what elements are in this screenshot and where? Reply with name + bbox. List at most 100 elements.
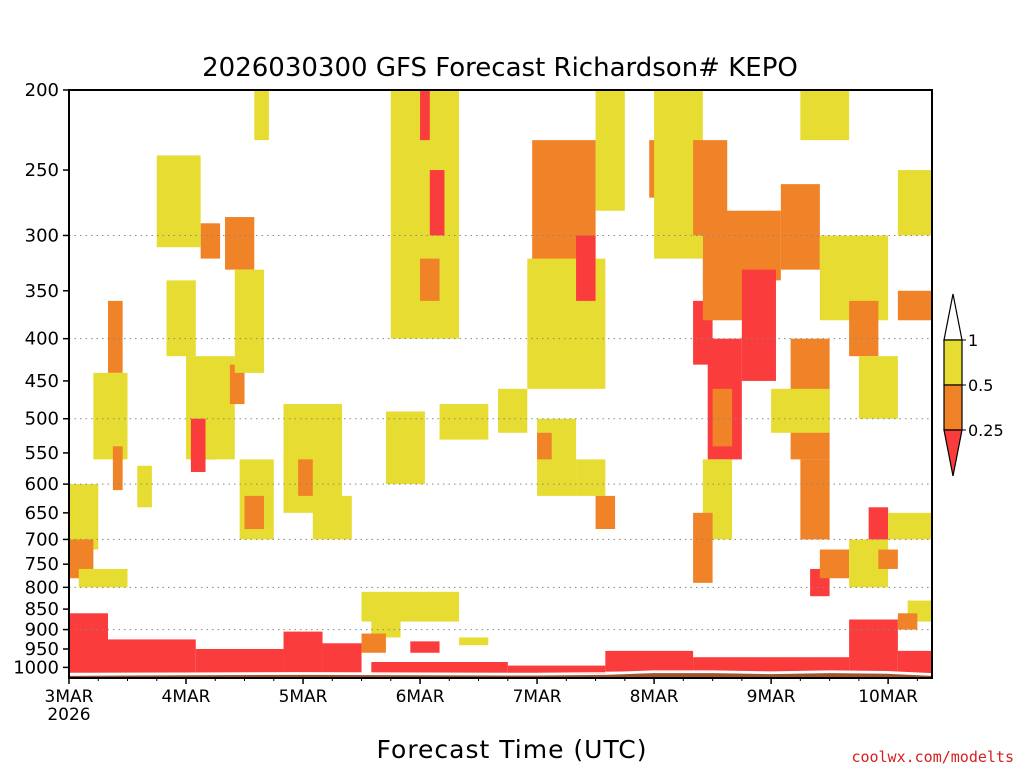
legend-bottom-triangle <box>943 429 963 477</box>
heatmap-cell-red <box>576 235 596 301</box>
heatmap-cell-red <box>410 641 440 653</box>
heatmap-cell-orange <box>693 512 713 583</box>
heatmap-cell-orange <box>897 613 918 630</box>
x-tick-sublabel: 2026 <box>47 705 90 725</box>
heatmap-cell-orange <box>229 364 245 405</box>
y-tick-label: 900 <box>25 620 59 641</box>
heatmap-cell-red <box>283 631 323 674</box>
heatmap-cell-red <box>741 269 776 381</box>
heatmap-cell-orange <box>595 495 616 530</box>
heatmap-cell-red <box>693 657 850 672</box>
x-tick-label: 9MAR <box>747 687 796 707</box>
heatmap-cell-red <box>69 613 109 673</box>
y-tick-label: 250 <box>25 160 59 181</box>
heatmap-cell-yellow <box>888 512 932 540</box>
surface-line <box>69 670 932 675</box>
heatmap-cell-red <box>868 507 889 540</box>
heatmap-cell-yellow <box>897 170 932 236</box>
heatmap-cell-orange <box>298 459 313 496</box>
heatmap-cell-red <box>195 648 284 674</box>
legend-label: 0.25 <box>968 421 1004 440</box>
heatmap-cell-yellow <box>771 388 830 433</box>
heatmap-cell-orange <box>420 258 440 301</box>
heatmap-cell-red <box>108 639 196 673</box>
heatmap-cell-yellow <box>459 637 489 646</box>
plot-frame <box>68 89 933 679</box>
x-tick-label: 4MAR <box>162 687 211 707</box>
legend-swatch <box>943 339 963 386</box>
surface-ground <box>69 670 932 678</box>
heatmap-cell-orange <box>200 223 221 259</box>
heatmap-cell-orange <box>722 210 781 281</box>
heatmap-cell-yellow <box>254 90 269 141</box>
heatmap-cell-orange <box>112 446 123 491</box>
heatmap-cell-orange <box>897 290 932 321</box>
heatmap-cell-orange <box>244 495 265 530</box>
heatmap-cell-orange <box>108 300 123 373</box>
legend: 1 0.5 0.25 <box>943 293 1004 477</box>
y-tick-label: 200 <box>25 80 59 101</box>
legend-label: 0.5 <box>968 376 993 395</box>
x-tick-label: 7MAR <box>513 687 562 707</box>
heatmap-cell-orange <box>537 432 552 460</box>
heatmap-cell-yellow <box>371 613 401 638</box>
y-tick-label: 750 <box>25 554 59 575</box>
x-tick-label: 8MAR <box>630 687 679 707</box>
heatmap-cell-red <box>420 90 430 141</box>
x-tick-label: 5MAR <box>279 687 328 707</box>
y-tick-label: 850 <box>25 599 59 620</box>
heatmap-cell-yellow <box>858 356 898 419</box>
heatmap-cells <box>69 90 932 674</box>
heatmap-cell-yellow <box>78 568 128 588</box>
heatmap-cell-orange <box>780 184 820 270</box>
heatmap-cell-red <box>371 661 508 674</box>
y-tick-label: 950 <box>25 639 59 660</box>
chart-title: 2026030300 GFS Forecast Richardson# KEPO <box>202 53 798 83</box>
legend-top-triangle <box>943 293 963 341</box>
y-tick-label: 500 <box>25 409 59 430</box>
heatmap-cell-yellow <box>312 495 352 540</box>
heatmap-cell-yellow <box>576 459 606 496</box>
y-tick-label: 1000 <box>13 657 59 678</box>
y-tick-label: 550 <box>25 443 59 464</box>
y-tick-label: 300 <box>25 225 59 246</box>
y-tick-label: 450 <box>25 371 59 392</box>
x-tick-label: 3MAR <box>45 687 94 707</box>
heatmap-cell-orange <box>800 459 830 540</box>
credit-text: coolwx.com/modelts <box>851 748 1014 766</box>
heatmap-cell-orange <box>819 549 850 579</box>
heatmap-cell-yellow <box>166 280 196 357</box>
heatmap-cell-yellow <box>800 90 850 141</box>
surface-pressure-band <box>69 673 932 678</box>
heatmap-cell-yellow <box>69 484 99 550</box>
heatmap-cell-orange <box>878 549 898 569</box>
heatmap-cell-red <box>322 643 362 674</box>
y-axis: 200 250 300 350 400 450 500 550 600 650 700 7508008… <box>13 80 69 678</box>
heatmap-cell-yellow <box>156 155 201 248</box>
y-tick-label: 400 <box>25 329 59 350</box>
gridlines <box>69 234 932 631</box>
heatmap-cell-orange <box>361 633 386 653</box>
heatmap-cell-yellow <box>439 404 489 440</box>
heatmap-cell-red <box>849 619 898 672</box>
heatmap-cell-orange <box>712 388 733 447</box>
heatmap-cell-yellow <box>137 465 152 508</box>
y-tick-label: 350 <box>25 281 59 302</box>
heatmap-cell-yellow <box>385 411 425 485</box>
heatmap-cell-yellow <box>234 269 265 373</box>
heatmap-cell-red <box>429 170 445 236</box>
heatmap-cell-yellow <box>93 372 128 460</box>
heatmap-cell-red <box>605 650 694 672</box>
x-axis-label: Forecast Time (UTC) <box>377 735 648 764</box>
legend-swatch <box>943 384 963 431</box>
y-tick-label: 650 <box>25 503 59 524</box>
heatmap-cell-orange <box>225 217 255 270</box>
heatmap-cell-orange <box>849 300 879 357</box>
heatmap-cell-red <box>507 665 606 674</box>
heatmap-cell-yellow <box>498 388 528 433</box>
heatmap-cell-red <box>190 418 206 472</box>
heatmap-cell-red <box>897 650 932 674</box>
heatmap-cell-orange <box>693 140 728 236</box>
